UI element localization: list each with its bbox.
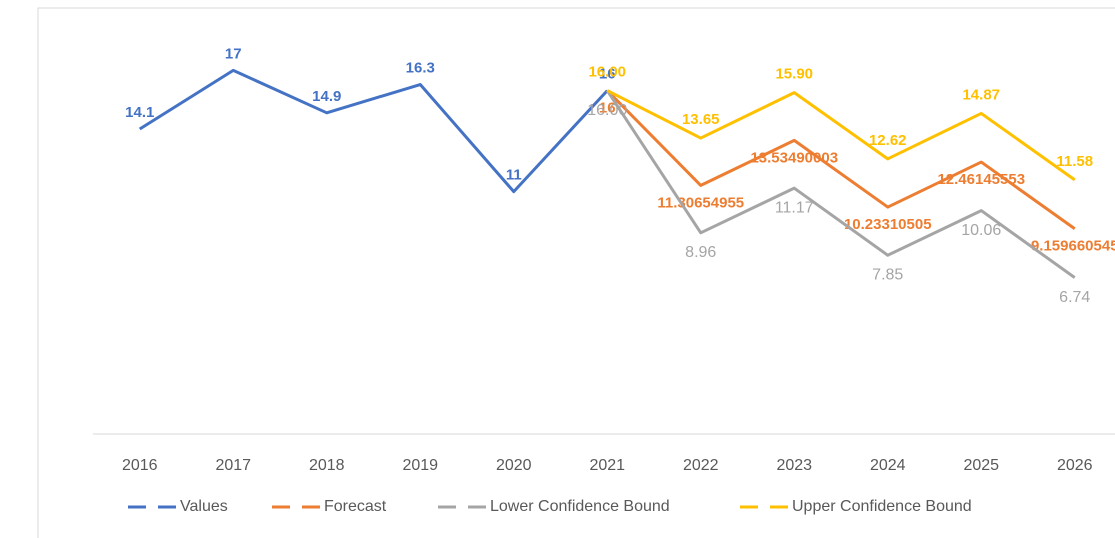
series-line <box>138 68 609 194</box>
legend-label: Forecast <box>324 498 387 515</box>
x-tick-label: 2022 <box>683 457 719 474</box>
x-tick-label: 2019 <box>402 457 438 474</box>
data-label: 8.96 <box>685 244 716 261</box>
x-tick-label: 2025 <box>963 457 999 474</box>
data-label: 10.06 <box>961 222 1001 239</box>
data-label: 14.9 <box>312 88 341 105</box>
x-tick-label: 2017 <box>215 457 251 474</box>
data-label: 12.46145553 <box>937 171 1025 188</box>
data-label: 16 <box>599 66 616 83</box>
data-label: 11 <box>506 167 522 184</box>
x-tick-label: 2021 <box>589 457 625 474</box>
series-line <box>606 89 1076 230</box>
data-label: 13.65 <box>682 111 720 128</box>
data-label: 13.53490003 <box>750 149 838 166</box>
data-label: 11.30654955 <box>657 194 744 211</box>
data-label: 9.159660545 <box>1031 238 1115 255</box>
x-tick-label: 2020 <box>496 457 532 474</box>
data-label: 12.62 <box>869 132 907 149</box>
legend-label: Upper Confidence Bound <box>792 498 972 515</box>
series-line <box>606 89 1076 182</box>
x-tick-label: 2016 <box>122 457 158 474</box>
data-label: 16.3 <box>406 60 435 77</box>
chart-border <box>37 7 1115 538</box>
data-label: 16.00 <box>588 64 626 81</box>
series-line <box>605 89 1076 279</box>
data-label: 15.90 <box>775 66 813 83</box>
data-label: 10.23310505 <box>844 216 932 233</box>
x-tick-label: 2018 <box>309 457 345 474</box>
data-label: 11.58 <box>1056 153 1093 170</box>
data-label: 14.87 <box>962 86 1000 103</box>
data-label: 14.1 <box>125 104 154 121</box>
x-tick-label: 2024 <box>870 457 906 474</box>
legend-label: Lower Confidence Bound <box>490 498 670 515</box>
data-label: 16 <box>599 100 616 117</box>
data-label: 16.00 <box>587 102 627 119</box>
x-tick-label: 2026 <box>1057 457 1093 474</box>
legend-label: Values <box>180 498 228 515</box>
data-label: 6.74 <box>1059 289 1090 306</box>
data-label: 11.17 <box>775 199 814 216</box>
x-tick-label: 2023 <box>776 457 812 474</box>
data-label: 17 <box>225 45 242 62</box>
data-label: 7.85 <box>872 266 903 283</box>
